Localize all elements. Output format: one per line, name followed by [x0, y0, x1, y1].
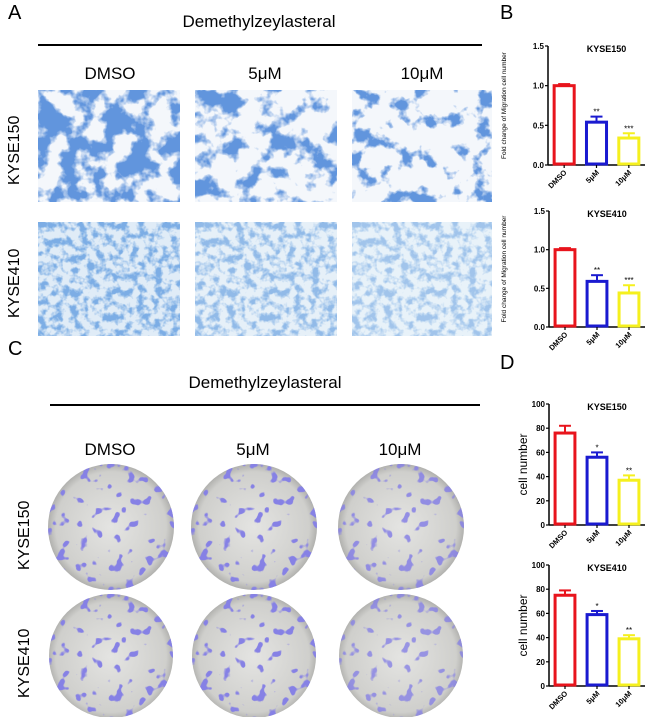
bar-10μM [617, 291, 641, 328]
x-tick-label: DMSO [546, 168, 568, 190]
y-tick-label: 1.0 [533, 82, 545, 91]
panel-c-col-dmso: DMSO [84, 440, 136, 459]
panel-a-divider [38, 44, 482, 46]
y-tick-label: 60 [536, 609, 545, 618]
panel-a-col-5um: 5μM [248, 64, 282, 83]
bar-10μM [617, 478, 641, 526]
migration-image-kyse410-10um [352, 222, 492, 336]
y-tick-label: 100 [532, 400, 546, 409]
colony-dish-kyse410-10um [339, 594, 463, 717]
panel-label-b: B [500, 2, 514, 24]
y-tick-label: 80 [536, 424, 545, 433]
significance-marker: ** [593, 108, 599, 117]
y-tick-label: 1.5 [533, 42, 545, 51]
x-tick-label: 10μM [613, 689, 633, 709]
bar-DMSO [552, 84, 576, 166]
significance-marker: * [595, 443, 598, 452]
y-tick-label: 80 [536, 585, 545, 594]
bar-5μM [585, 455, 609, 526]
x-tick-label: 10μM [613, 168, 633, 188]
bar-5μM [584, 120, 609, 166]
y-tick-label: 40 [536, 473, 545, 482]
y-tick-label: 100 [532, 561, 546, 570]
y-tick-label: 0.0 [534, 323, 546, 332]
migration-image-kyse150-10um [352, 90, 492, 202]
bar-DMSO [553, 248, 577, 328]
panel-label-d: D [500, 352, 515, 374]
panel-c-title: Demethylzeylasteral [188, 373, 342, 392]
panel-label-c: C [8, 338, 23, 360]
significance-marker: ** [594, 266, 600, 275]
colony-dish-kyse150-5um [191, 464, 317, 590]
x-tick-label: DMSO [547, 330, 569, 352]
x-tick-label: DMSO [547, 528, 569, 550]
y-tick-label: 20 [536, 497, 545, 506]
y-axis-label: cell number [516, 433, 530, 495]
panel-a-title: Demethylzeylasteral [182, 12, 336, 31]
y-tick-label: 40 [536, 634, 545, 643]
bar-DMSO [553, 593, 577, 687]
bar-10μM [617, 637, 641, 687]
bar-10μM [617, 136, 641, 166]
y-tick-label: 0 [541, 521, 546, 530]
chart-title: KYSE410 [587, 209, 627, 219]
x-tick-label: DMSO [547, 689, 569, 711]
y-tick-label: 0.5 [533, 121, 545, 130]
significance-marker: *** [624, 124, 633, 133]
migration-image-kyse410-dmso [38, 222, 180, 336]
panel-label-a: A [8, 2, 22, 24]
migration-image-kyse150-dmso [38, 90, 180, 202]
significance-marker: *** [624, 276, 633, 285]
significance-marker: ** [626, 626, 632, 635]
y-tick-label: 0.5 [534, 284, 546, 293]
y-tick-label: 20 [536, 658, 545, 667]
migration-image-kyse150-5um [195, 90, 337, 202]
y-axis-label: cell number [516, 594, 530, 656]
y-axis-label: Fold change of Migration cell number [501, 51, 508, 159]
y-tick-label: 1.5 [534, 207, 546, 216]
panel-c-divider [50, 404, 480, 406]
bar-DMSO [553, 431, 577, 526]
migration-image-kyse410-5um [195, 222, 337, 336]
chart-title: KYSE410 [587, 563, 627, 573]
x-tick-label: 5μM [584, 689, 601, 706]
colony-dish-kyse410-5um [192, 594, 316, 717]
x-tick-label: 10μM [613, 330, 633, 350]
colony-dish-kyse410-dmso [49, 594, 173, 717]
y-tick-label: 0.0 [533, 161, 545, 170]
panel-a-col-dmso: DMSO [84, 64, 136, 83]
significance-marker: ** [626, 466, 632, 475]
bar-5μM [585, 613, 609, 687]
colony-dish-kyse150-10um [338, 464, 464, 590]
significance-marker: * [595, 602, 598, 611]
y-axis-label: Fold change of Migration cell number [501, 215, 508, 323]
y-tick-label: 0 [541, 682, 546, 691]
x-tick-label: 5μM [584, 168, 601, 185]
x-tick-label: 5μM [584, 330, 601, 347]
y-tick-label: 1.0 [534, 246, 546, 255]
panel-c-col-10um: 10μM [378, 440, 422, 459]
bar-5μM [585, 279, 609, 328]
panel-a-col-10um: 10μM [400, 64, 444, 83]
chart-title: KYSE150 [587, 402, 627, 412]
x-tick-label: 10μM [613, 528, 633, 548]
y-tick-label: 60 [536, 448, 545, 457]
panel-c-col-5um: 5μM [236, 440, 270, 459]
x-tick-label: 5μM [584, 528, 601, 545]
chart-title: KYSE150 [587, 44, 627, 54]
colony-dish-kyse150-dmso [48, 464, 174, 590]
